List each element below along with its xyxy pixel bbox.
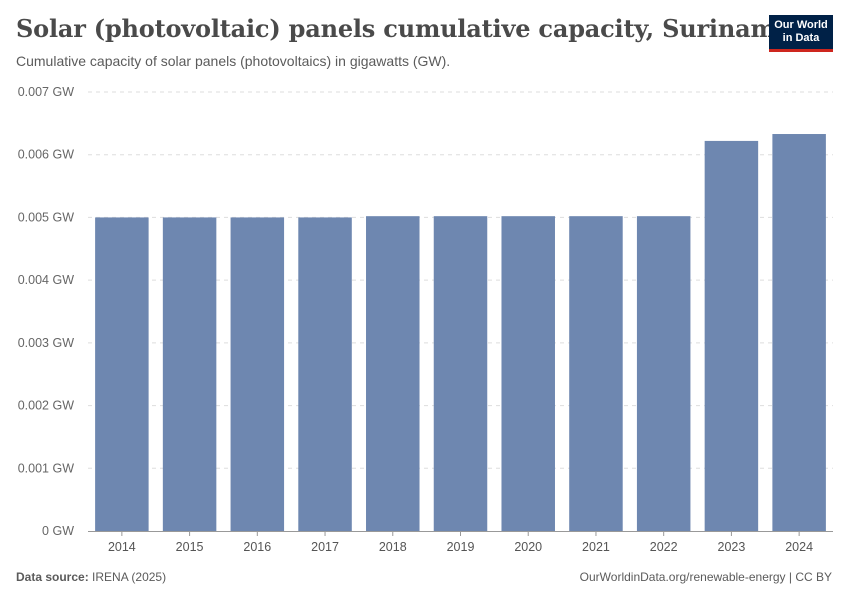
- bar-2019: [433, 216, 488, 531]
- bar-2020: [501, 216, 555, 531]
- y-tick-label: 0.005 GW: [18, 210, 74, 224]
- x-tick-label: 2017: [311, 540, 339, 554]
- bar-2016: [230, 217, 285, 531]
- y-tick-label: 0 GW: [42, 524, 74, 538]
- y-tick-label: 0.002 GW: [18, 399, 74, 413]
- x-tick-label: 2024: [785, 540, 813, 554]
- bar-2024: [772, 134, 826, 532]
- x-tick-label: 2014: [108, 540, 136, 554]
- data-source-value[interactable]: IRENA (2025): [92, 570, 167, 584]
- x-tick-label: 2016: [243, 540, 271, 554]
- bar-2021: [569, 216, 623, 531]
- bar-2023: [704, 140, 759, 531]
- x-tick-label: 2020: [514, 540, 542, 554]
- logo-line-2: in Data: [782, 32, 820, 44]
- data-source: Data source: IRENA (2025): [16, 570, 166, 584]
- y-tick-label: 0.004 GW: [18, 273, 74, 287]
- x-tick-label: 2021: [582, 540, 610, 554]
- y-tick-label: 0.003 GW: [18, 336, 74, 350]
- x-tick-label: 2015: [176, 540, 204, 554]
- bar-2014: [95, 217, 149, 531]
- y-tick-label: 0.001 GW: [18, 461, 74, 475]
- bar-2022: [636, 216, 691, 531]
- x-tick-label: 2019: [447, 540, 475, 554]
- bar-2017: [298, 217, 352, 531]
- attribution-link[interactable]: OurWorldinData.org/renewable-energy | CC…: [579, 570, 832, 584]
- y-tick-label: 0.006 GW: [18, 148, 74, 162]
- x-tick-label: 2023: [718, 540, 746, 554]
- chart-subtitle: Cumulative capacity of solar panels (pho…: [16, 53, 451, 69]
- data-source-label: Data source:: [16, 570, 89, 584]
- bar-2018: [366, 216, 420, 531]
- y-tick-label: 0.007 GW: [18, 85, 74, 99]
- chart-title: Solar (photovoltaic) panels cumulative c…: [16, 14, 791, 43]
- owid-logo[interactable]: Our World in Data: [769, 15, 833, 52]
- bar-2015: [162, 217, 217, 531]
- x-tick-label: 2022: [650, 540, 678, 554]
- x-tick-label: 2018: [379, 540, 407, 554]
- logo-line-1: Our World: [774, 19, 828, 31]
